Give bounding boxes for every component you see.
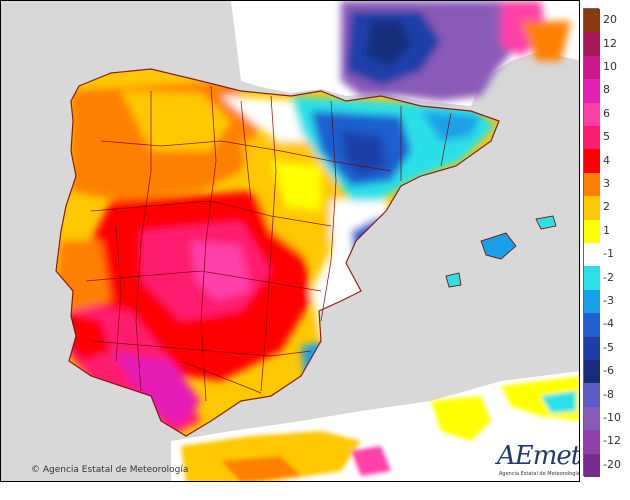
legend-swatch bbox=[584, 55, 600, 80]
balearic-islands bbox=[445, 215, 557, 288]
logo-text: AEmet bbox=[497, 441, 580, 471]
legend-label: 6 bbox=[603, 106, 610, 120]
legend-swatch bbox=[584, 266, 600, 291]
logo-subtitle: Agencia Estatal de Meteorología bbox=[499, 471, 580, 477]
legend-label: -8 bbox=[603, 387, 614, 401]
legend-label: 5 bbox=[603, 130, 610, 144]
anomaly-map bbox=[55, 1, 579, 481]
legend-swatch bbox=[584, 126, 600, 150]
france-anomaly bbox=[341, 1, 571, 101]
legend-swatch bbox=[584, 196, 600, 221]
legend-swatch bbox=[584, 430, 600, 455]
legend-swatch bbox=[584, 9, 600, 33]
legend-label: -2 bbox=[603, 270, 614, 284]
legend-swatch bbox=[584, 383, 600, 408]
map-frame: © Agencia Estatal de Meteorología AEmet … bbox=[0, 0, 580, 482]
legend-label: -4 bbox=[603, 317, 614, 331]
legend-label: 2 bbox=[603, 200, 610, 214]
legend-swatch bbox=[584, 32, 600, 57]
legend-swatch bbox=[584, 172, 600, 197]
legend-swatch bbox=[584, 102, 600, 127]
legend-label: 3 bbox=[603, 177, 610, 190]
legend-swatch bbox=[584, 453, 600, 478]
legend-bar bbox=[583, 8, 600, 478]
africa-anomaly bbox=[181, 376, 579, 481]
legend-label: 4 bbox=[603, 153, 610, 167]
aemet-logo: AEmet Agencia Estatal de Meteorología bbox=[497, 441, 580, 479]
legend-label: -12 bbox=[603, 434, 621, 448]
legend-label: 10 bbox=[603, 60, 617, 73]
legend-label: -6 bbox=[603, 364, 614, 378]
legend-label: -1 bbox=[603, 247, 614, 261]
legend-label: -5 bbox=[603, 340, 614, 354]
legend-swatch bbox=[584, 406, 600, 431]
legend-label: 8 bbox=[603, 83, 610, 97]
legend-swatch bbox=[584, 360, 600, 384]
legend-label: 1 bbox=[603, 223, 610, 237]
legend-swatch bbox=[584, 336, 600, 361]
legend-label: 20 bbox=[603, 13, 617, 27]
credit-text: © Agencia Estatal de Meteorología bbox=[31, 465, 189, 475]
legend-swatch bbox=[584, 79, 600, 104]
legend-label: 12 bbox=[603, 36, 617, 50]
legend-label: -3 bbox=[603, 294, 614, 307]
legend-label: -20 bbox=[603, 457, 621, 471]
color-legend: 20 12 10 8 6 5 4 3 2 1 -1 -2 -3 -4 -5 -6 -8 -10 -12 -20 bbox=[583, 8, 629, 478]
legend-label: -10 bbox=[603, 411, 621, 424]
legend-swatch bbox=[584, 289, 600, 314]
legend-swatch bbox=[584, 149, 600, 174]
legend-swatch bbox=[584, 313, 600, 338]
legend-swatch bbox=[584, 219, 600, 244]
legend-swatch bbox=[584, 243, 600, 267]
province-borders bbox=[55, 68, 500, 437]
